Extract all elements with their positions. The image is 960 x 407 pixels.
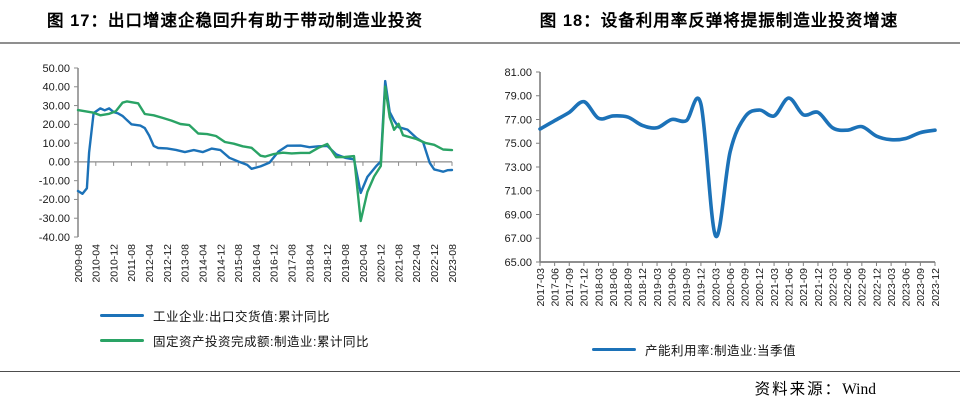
x-tick-label: 2022-09 bbox=[857, 268, 869, 307]
x-tick-label: 2016-12 bbox=[269, 244, 281, 283]
green-line-icon bbox=[100, 338, 144, 343]
x-tick-label: 2012-12 bbox=[162, 244, 174, 283]
x-tick-label: 2021-08 bbox=[393, 244, 405, 283]
x-tick-label: 2023-08 bbox=[447, 244, 459, 283]
y-tick-label: 0.00 bbox=[49, 157, 70, 169]
x-tick-label: 2010-12 bbox=[108, 244, 120, 283]
x-tick-label: 2021-09 bbox=[798, 268, 810, 307]
x-tick-label: 2022-12 bbox=[871, 268, 883, 307]
x-tick-label: 2018-06 bbox=[608, 268, 620, 307]
x-tick-label: 2021-12 bbox=[813, 268, 825, 307]
y-tick-label: 20.00 bbox=[42, 119, 70, 131]
x-tick-label: 2023-12 bbox=[930, 268, 942, 307]
x-tick-label: 2019-08 bbox=[340, 244, 352, 283]
y-tick-label: 75.00 bbox=[504, 138, 532, 150]
x-tick-label: 2021-03 bbox=[769, 268, 781, 307]
legend-item-manufacturing-fai: 固定资产投资完成额:制造业:累计同比 bbox=[100, 331, 369, 350]
x-tick-label: 2019-09 bbox=[681, 268, 693, 307]
x-tick-label: 2020-09 bbox=[740, 268, 752, 307]
x-tick-label: 2021-06 bbox=[784, 268, 796, 307]
y-tick-label: -40.00 bbox=[39, 232, 70, 244]
figure18-line-chart: 81.00 79.00 77.00 75.00 73.00 71.00 69.00 67.00… bbox=[504, 67, 942, 307]
y-tick-label: 40.00 bbox=[42, 82, 70, 94]
x-tick-label: 2017-03 bbox=[535, 268, 547, 307]
x-tick-label: 2018-12 bbox=[322, 244, 334, 283]
source-value: Wind bbox=[842, 381, 876, 398]
x-tick-label: 2010-04 bbox=[91, 244, 103, 283]
x-tick-label: 2020-12 bbox=[754, 268, 766, 307]
x-tick-label: 2014-04 bbox=[197, 244, 209, 283]
y-tick-label: -30.00 bbox=[39, 213, 70, 225]
footer-divider-line bbox=[0, 371, 960, 372]
y-tick-label: 77.00 bbox=[504, 114, 532, 126]
series-line bbox=[538, 96, 937, 238]
source-note: 资料来源：Wind bbox=[755, 377, 876, 399]
x-tick-label: 2009-08 bbox=[73, 244, 85, 283]
x-tick-label: 2019-03 bbox=[652, 268, 664, 307]
legend-label: 产能利用率:制造业:当季值 bbox=[645, 344, 796, 358]
x-tick-label: 2020-12 bbox=[376, 244, 388, 283]
x-tick-label: 2018-03 bbox=[593, 268, 605, 307]
x-tick-label: 2022-04 bbox=[411, 244, 423, 283]
legend-item-capacity-utilization: 产能利用率:制造业:当季值 bbox=[592, 340, 796, 359]
x-tick-label: 2020-06 bbox=[725, 268, 737, 307]
x-tick-label: 2015-08 bbox=[233, 244, 245, 283]
x-tick-label: 2022-03 bbox=[827, 268, 839, 307]
x-tick-label: 2011-08 bbox=[126, 244, 138, 282]
y-tick-label: 67.00 bbox=[504, 233, 532, 245]
x-tick-label: 2017-06 bbox=[549, 268, 561, 307]
x-tick-label: 2017-08 bbox=[287, 244, 299, 283]
y-tick-label: -10.00 bbox=[39, 175, 70, 187]
series-line bbox=[76, 79, 454, 195]
x-tick-label: 2020-04 bbox=[358, 244, 370, 283]
title-divider-line bbox=[0, 42, 960, 44]
y-tick-label: 69.00 bbox=[504, 209, 532, 221]
figure18-legend: 产能利用率:制造业:当季值 bbox=[592, 340, 796, 365]
y-tick-label: 65.00 bbox=[504, 257, 532, 269]
y-tick-label: 50.00 bbox=[42, 63, 70, 75]
x-tick-label: 2018-04 bbox=[304, 244, 316, 283]
source-label: 资料来源： bbox=[754, 381, 843, 398]
x-tick-label: 2020-03 bbox=[710, 268, 722, 307]
series-line bbox=[76, 85, 454, 223]
x-tick-label: 2014-12 bbox=[215, 244, 227, 283]
x-tick-label: 2013-08 bbox=[180, 244, 192, 283]
figure17-legend: 工业企业:出口交货值:累计同比 固定资产投资完成额:制造业:累计同比 bbox=[100, 306, 369, 356]
legend-item-export-delivery: 工业企业:出口交货值:累计同比 bbox=[100, 306, 369, 325]
x-tick-label: 2019-12 bbox=[696, 268, 708, 307]
x-tick-label: 2019-06 bbox=[666, 268, 678, 307]
x-tick-label: 2016-04 bbox=[251, 244, 263, 283]
figure17-line-chart: 50.00 40.00 30.00 20.00 10.00 0.00 -10.00 -20.0… bbox=[39, 63, 459, 283]
figure17-title: 图 17：出口增速企稳回升有助于带动制造业投资 bbox=[47, 12, 423, 30]
x-tick-label: 2022-12 bbox=[429, 244, 441, 283]
x-tick-label: 2022-06 bbox=[842, 268, 854, 307]
x-tick-label: 2023-09 bbox=[915, 268, 927, 307]
y-tick-label: 71.00 bbox=[504, 186, 532, 198]
x-tick-label: 2023-03 bbox=[886, 268, 898, 307]
blue-line-icon bbox=[100, 313, 144, 318]
y-tick-label: 30.00 bbox=[42, 100, 70, 112]
x-tick-label: 2017-12 bbox=[579, 268, 591, 307]
x-tick-label: 2023-06 bbox=[901, 268, 913, 307]
y-tick-label: 73.00 bbox=[504, 162, 532, 174]
x-tick-label: 2018-09 bbox=[623, 268, 635, 307]
x-tick-label: 2018-12 bbox=[637, 268, 649, 307]
x-tick-label: 2017-09 bbox=[564, 268, 576, 307]
y-tick-label: 10.00 bbox=[42, 138, 70, 150]
y-tick-label: -20.00 bbox=[39, 194, 70, 206]
y-tick-label: 79.00 bbox=[504, 91, 532, 103]
legend-label: 固定资产投资完成额:制造业:累计同比 bbox=[153, 335, 369, 349]
blue-line-icon bbox=[592, 347, 636, 352]
figure18-title: 图 18：设备利用率反弹将提振制造业投资增速 bbox=[539, 12, 899, 30]
legend-label: 工业企业:出口交货值:累计同比 bbox=[153, 310, 330, 324]
y-tick-label: 81.00 bbox=[504, 67, 532, 79]
x-tick-label: 2012-04 bbox=[144, 244, 156, 283]
